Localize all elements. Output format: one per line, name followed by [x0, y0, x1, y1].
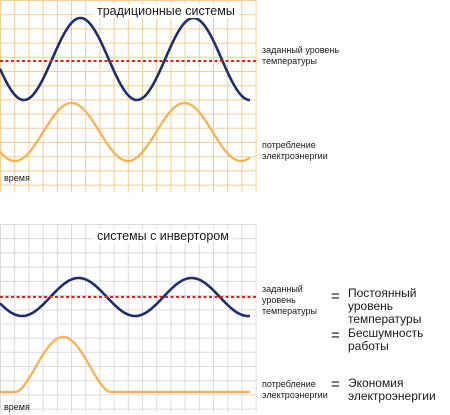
- traditional-title: традиционные системы: [93, 4, 239, 18]
- time-axis-label-inverter: время: [4, 402, 30, 412]
- temperature-curve-inverter: [0, 276, 251, 318]
- power-label-inverter: потребление электроэнергии: [262, 379, 328, 400]
- setpoint-label-traditional: заданный уровень температуры: [262, 45, 340, 66]
- equals-sign: =: [331, 376, 340, 393]
- grid-inverter: [0, 224, 257, 413]
- inverter-title: системы с инвертором: [93, 229, 233, 243]
- equals-sign: =: [331, 327, 340, 344]
- benefit-silent-operation: Бесшумность работы: [348, 326, 424, 353]
- power-curve-inverter: [0, 335, 250, 394]
- power-label-traditional: потребление электроэнергии: [262, 140, 328, 161]
- benefit-constant-temperature: Постоянный уровень температуры: [348, 286, 422, 326]
- time-axis-label-traditional: время: [4, 173, 30, 183]
- temperature-curve-traditional: [0, 16, 251, 102]
- benefit-energy-saving: Экономия электроэнергии: [348, 376, 436, 403]
- setpoint-label-inverter: заданный уровень температуры: [262, 284, 318, 316]
- equals-sign: =: [331, 288, 340, 305]
- power-curve-traditional: [0, 101, 251, 163]
